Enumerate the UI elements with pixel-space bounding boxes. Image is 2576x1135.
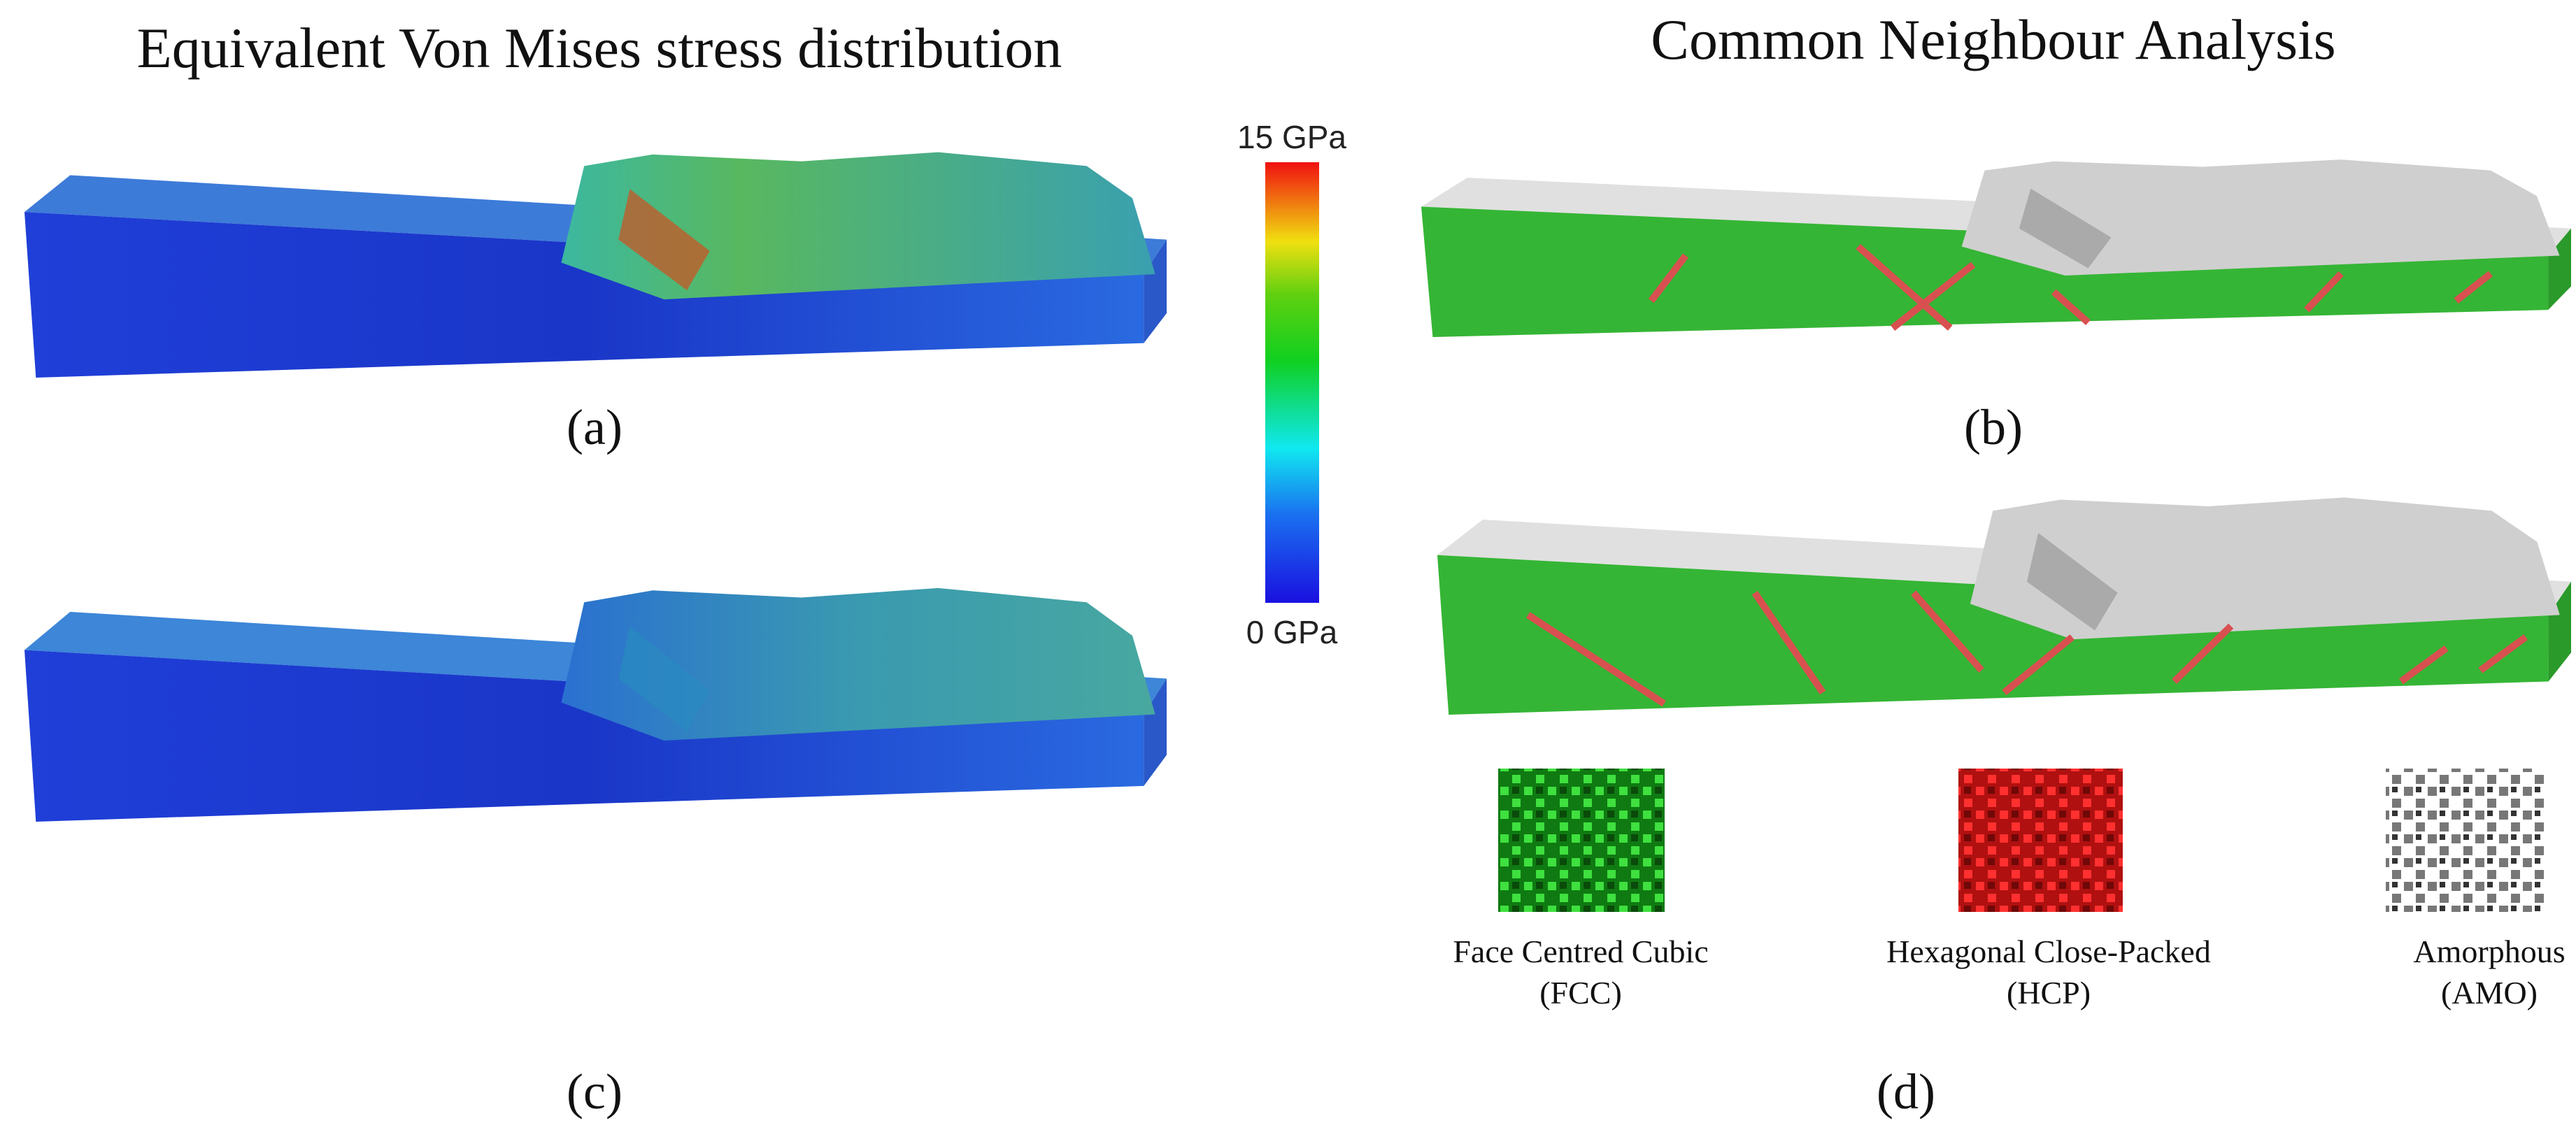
panel-label: (c) (567, 1064, 622, 1120)
streak (2304, 271, 2344, 313)
material-pile (1970, 497, 2560, 640)
streak (1890, 262, 1976, 331)
colorbar-max-label: 15 GPa (1237, 119, 1346, 155)
groove (2019, 188, 2112, 269)
streak (2002, 634, 2075, 696)
panel-label: (b) (1964, 399, 2023, 455)
streak (2172, 623, 2234, 685)
legend-swatch (1958, 769, 2123, 912)
slab-end (2548, 228, 2571, 310)
panel-label: (d) (1877, 1064, 1935, 1120)
material-pile (561, 152, 1155, 300)
slab-front (1421, 206, 2549, 337)
streak (1911, 590, 1984, 673)
streak (1751, 590, 1826, 695)
panel-label: (a) (567, 399, 622, 455)
legend-name: Face Centred Cubic (1453, 934, 1708, 969)
material-pile (561, 587, 1155, 741)
streak (1856, 243, 1953, 331)
material-pile (1961, 159, 2560, 276)
simulation-renders (24, 152, 2571, 822)
legend-name: Amorphous (2413, 934, 2565, 969)
slab-front (24, 212, 1144, 378)
panel-title: Equivalent Von Mises stress distribution (137, 16, 1062, 80)
groove (618, 189, 710, 290)
slab-front (24, 650, 1144, 822)
slab-front (1437, 555, 2549, 715)
streak (2478, 634, 2528, 673)
legend-name: Hexagonal Close-Packed (1886, 934, 2211, 969)
colorbar (1265, 162, 1319, 603)
groove (618, 626, 710, 731)
legend-abbr: (FCC) (1539, 975, 1622, 1011)
legend-abbr: (AMO) (2441, 975, 2538, 1011)
legend-swatch (1498, 769, 1665, 912)
streak (2051, 289, 2091, 326)
legend-swatch (2386, 769, 2547, 912)
streak (2454, 271, 2493, 304)
streak (1525, 612, 1666, 707)
streak (1648, 253, 1689, 304)
panel-title: Common Neighbour Analysis (1651, 8, 2335, 71)
colorbar-min-label: 0 GPa (1246, 614, 1338, 650)
legend-abbr: (HCP) (2007, 975, 2091, 1011)
groove (2026, 533, 2118, 631)
streak (2398, 645, 2449, 685)
